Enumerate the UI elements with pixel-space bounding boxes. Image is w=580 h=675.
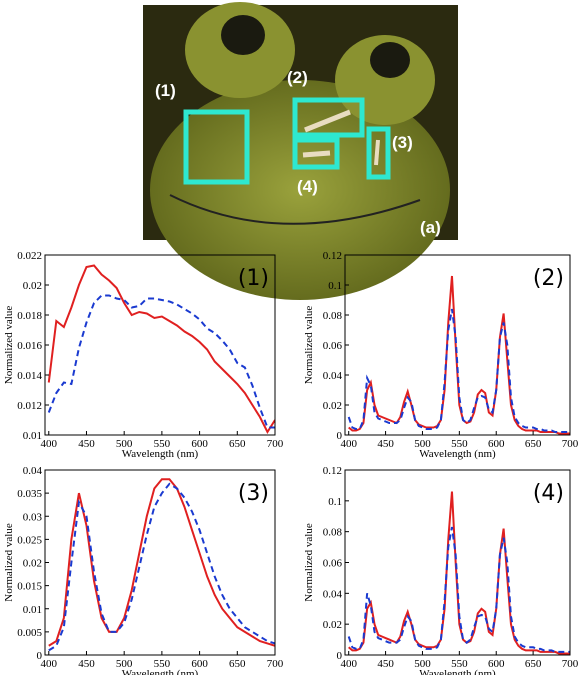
y-tick-label: 0.1: [328, 496, 342, 508]
x-tick-label: 600: [488, 438, 505, 450]
panel-label: (a): [420, 218, 441, 237]
chart: 400 450 500 550 600 650 700 0 0.02 0.04 0.06 0.08 0.…: [303, 465, 579, 675]
series-line: [48, 482, 275, 652]
y-tick-label: 0.018: [17, 310, 42, 322]
x-tick-label: 650: [525, 438, 542, 450]
x-tick-label: 450: [377, 658, 394, 670]
y-tick-label: 0.015: [17, 581, 42, 593]
photo-label: (2): [287, 68, 308, 87]
y-tick-label: 0.025: [17, 534, 42, 546]
series-line: [347, 308, 570, 433]
chart: 400 450 500 550 600 650 700 0 0.02 0.04 0.06 0.08 0.…: [303, 250, 579, 460]
x-tick-label: 450: [377, 438, 394, 450]
x-tick-label: 450: [78, 438, 95, 450]
series-line: [47, 294, 275, 429]
series-line: [348, 491, 570, 655]
series-line: [48, 478, 275, 647]
plot: [48, 478, 275, 652]
x-tick-label: 650: [229, 438, 246, 450]
x-tick-label: 500: [414, 658, 431, 670]
y-tick-label: 0.04: [323, 588, 343, 600]
y-tick-label: 0.012: [17, 400, 42, 412]
x-tick-label: 500: [116, 658, 133, 670]
chart-title: (2): [533, 266, 564, 291]
x-tick-label: 550: [154, 438, 171, 450]
plot: [347, 491, 570, 655]
y-tick-label: 0.04: [323, 370, 343, 382]
x-tick-label: 400: [41, 658, 58, 670]
y-axis-label: Normalized value: [303, 523, 315, 602]
x-tick-label: 650: [229, 658, 246, 670]
series-line: [348, 275, 570, 435]
x-tick-label: 600: [191, 658, 208, 670]
x-tick-label: 700: [562, 438, 579, 450]
x-axis-label: Wavelength (nm): [122, 668, 199, 675]
series-line: [347, 526, 570, 653]
y-tick-label: 0.1: [328, 280, 342, 292]
y-tick-label: 0.06: [323, 558, 343, 570]
y-tick-label: 0.12: [323, 250, 342, 262]
x-tick-label: 400: [340, 658, 357, 670]
x-tick-label: 600: [191, 438, 208, 450]
y-tick-label: 0: [37, 650, 43, 662]
y-tick-label: 0.03: [23, 511, 43, 523]
x-tick-label: 550: [451, 658, 468, 670]
x-axis-label: Wavelength (nm): [419, 448, 496, 460]
chart-title: (4): [533, 481, 564, 506]
x-tick-label: 450: [78, 658, 95, 670]
y-tick-label: 0.02: [323, 619, 342, 631]
plot: [47, 264, 275, 435]
x-tick-label: 600: [488, 658, 505, 670]
y-tick-label: 0.02: [323, 400, 342, 412]
chart: 400 450 500 550 600 650 700 0.01 0.012 0.014 0.016…: [3, 250, 284, 460]
chart: 400 450 500 550 600 650 700 0 0.005 0.01 0.015 0.02…: [3, 465, 284, 675]
y-tick-label: 0: [337, 650, 343, 662]
plot: [347, 275, 570, 435]
y-tick-label: 0.01: [23, 604, 42, 616]
y-tick-label: 0: [337, 430, 343, 442]
y-tick-label: 0.06: [323, 340, 343, 352]
x-axis-label: Wavelength (nm): [122, 448, 199, 460]
photo-label: (4): [297, 177, 318, 196]
y-tick-label: 0.022: [17, 250, 42, 262]
y-tick-label: 0.014: [17, 370, 42, 382]
photo-label: (1): [155, 81, 176, 100]
y-axis-label: Normalized value: [3, 523, 15, 602]
x-tick-label: 550: [451, 438, 468, 450]
x-tick-label: 650: [525, 658, 542, 670]
x-tick-label: 700: [562, 658, 579, 670]
y-tick-label: 0.12: [323, 465, 342, 477]
x-tick-label: 550: [154, 658, 171, 670]
y-tick-label: 0.02: [23, 280, 42, 292]
y-tick-label: 0.005: [17, 627, 42, 639]
y-axis-label: Normalized value: [3, 306, 15, 385]
y-tick-label: 0.08: [323, 527, 343, 539]
x-tick-label: 500: [414, 438, 431, 450]
series-line: [47, 264, 275, 435]
x-tick-label: 400: [340, 438, 357, 450]
x-tick-label: 500: [116, 438, 133, 450]
y-tick-label: 0.08: [323, 310, 343, 322]
y-axis-label: Normalized value: [303, 306, 315, 385]
chart-title: (1): [238, 266, 269, 291]
y-tick-label: 0.016: [17, 340, 42, 352]
x-tick-label: 700: [267, 658, 284, 670]
photo-label: (3): [392, 133, 413, 152]
x-tick-label: 400: [41, 438, 58, 450]
y-tick-label: 0.04: [23, 465, 43, 477]
y-tick-label: 0.02: [23, 558, 42, 570]
y-tick-label: 0.035: [17, 488, 42, 500]
chart-title: (3): [238, 481, 269, 506]
y-tick-label: 0.01: [23, 430, 42, 442]
x-tick-label: 700: [267, 438, 284, 450]
x-axis-label: Wavelength (nm): [419, 668, 496, 675]
photo: (1) (2) (3) (4) (a): [143, 2, 458, 300]
